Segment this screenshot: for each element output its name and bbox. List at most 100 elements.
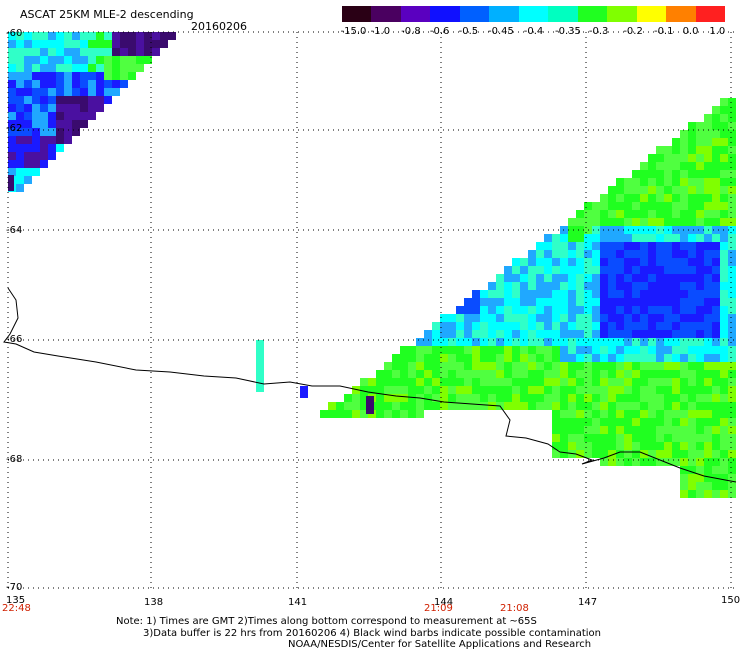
swath-pixel bbox=[544, 290, 552, 298]
swath-pixel bbox=[696, 194, 704, 202]
swath-pixel bbox=[640, 386, 648, 394]
swath-pixel bbox=[648, 386, 656, 394]
swath-pixel bbox=[544, 346, 552, 354]
swath-pixel bbox=[640, 330, 648, 338]
swath-pixel bbox=[80, 112, 88, 120]
swath-pixel bbox=[592, 266, 600, 274]
swath-pixel bbox=[112, 64, 120, 72]
swath-pixel bbox=[704, 242, 712, 250]
swath-pixel bbox=[632, 250, 640, 258]
swath-pixel bbox=[528, 266, 536, 274]
swath-pixel bbox=[120, 80, 128, 88]
swath-pixel bbox=[504, 322, 512, 330]
swath-pixel bbox=[496, 322, 504, 330]
swath-pixel bbox=[608, 426, 616, 434]
swath-pixel bbox=[632, 434, 640, 442]
swath-pixel bbox=[648, 402, 656, 410]
swath-pixel bbox=[592, 258, 600, 266]
swath-pixel bbox=[488, 386, 496, 394]
swath-pixel bbox=[616, 362, 624, 370]
swath-pixel bbox=[568, 274, 576, 282]
swath-pixel bbox=[584, 394, 592, 402]
swath-pixel bbox=[656, 202, 664, 210]
swath-pixel bbox=[720, 338, 728, 346]
swath-pixel bbox=[696, 394, 704, 402]
swath-pixel bbox=[504, 314, 512, 322]
swath-pixel bbox=[632, 426, 640, 434]
swath-pixel bbox=[368, 378, 376, 386]
swath-pixel bbox=[728, 218, 736, 226]
swath-pixel bbox=[64, 56, 72, 64]
swath-pixel bbox=[568, 314, 576, 322]
swath-pixel bbox=[64, 112, 72, 120]
swath-pixel bbox=[392, 402, 400, 410]
swath-pixel bbox=[512, 322, 520, 330]
swath-pixel bbox=[448, 346, 456, 354]
swath-pixel bbox=[688, 434, 696, 442]
swath-pixel bbox=[648, 338, 656, 346]
swath-pixel bbox=[624, 258, 632, 266]
swath-pixel bbox=[584, 354, 592, 362]
swath-pixel bbox=[600, 402, 608, 410]
swath-pixel bbox=[520, 386, 528, 394]
swath-pixel bbox=[648, 186, 656, 194]
swath-pixel bbox=[712, 490, 720, 498]
swath-pixel bbox=[608, 282, 616, 290]
swath-pixel bbox=[600, 290, 608, 298]
colorbar-seg bbox=[400, 6, 431, 22]
swath-pixel bbox=[664, 394, 672, 402]
swath-pixel bbox=[680, 418, 688, 426]
swath-pixel bbox=[112, 32, 120, 40]
swath-pixel bbox=[504, 346, 512, 354]
swath-pixel bbox=[544, 354, 552, 362]
swath-pixel bbox=[464, 394, 472, 402]
swath-pixel bbox=[568, 354, 576, 362]
swath-pixel bbox=[528, 394, 536, 402]
swath-pixel bbox=[576, 386, 584, 394]
swath-pixel bbox=[32, 48, 40, 56]
swath-pixel bbox=[720, 474, 728, 482]
swath-pixel bbox=[672, 346, 680, 354]
swath-pixel bbox=[680, 210, 688, 218]
swath-pixel bbox=[704, 154, 712, 162]
swath-pixel bbox=[672, 298, 680, 306]
colorbar-seg bbox=[430, 6, 460, 22]
swath-pixel bbox=[728, 386, 736, 394]
swath-pixel bbox=[592, 330, 600, 338]
swath-pixel bbox=[584, 234, 592, 242]
colorbar-label: -0.45 bbox=[488, 26, 514, 37]
swath-pixel bbox=[664, 154, 672, 162]
swath-pixel bbox=[392, 394, 400, 402]
swath-pixel bbox=[624, 442, 632, 450]
swath-pixel bbox=[712, 346, 720, 354]
colorbar-label: 0.0 bbox=[682, 26, 699, 37]
swath-pixel bbox=[656, 322, 664, 330]
swath-pixel bbox=[640, 234, 648, 242]
swath-pixel bbox=[600, 306, 608, 314]
swath-pixel bbox=[456, 386, 464, 394]
swath-pixel bbox=[616, 394, 624, 402]
swath-pixel bbox=[728, 298, 736, 306]
swath-pixel bbox=[656, 378, 664, 386]
swath-pixel bbox=[56, 56, 64, 64]
swath-pixel bbox=[576, 418, 584, 426]
swath-pixel bbox=[376, 386, 384, 394]
scatterometer-swath bbox=[8, 32, 736, 498]
swath-pixel bbox=[472, 322, 480, 330]
swath-pixel bbox=[8, 152, 16, 160]
swath-pixel bbox=[520, 394, 528, 402]
swath-pixel bbox=[576, 314, 584, 322]
swath-pixel bbox=[472, 362, 480, 370]
lat-label: -66 bbox=[6, 334, 22, 345]
swath-pixel bbox=[704, 450, 712, 458]
swath-pixel bbox=[552, 290, 560, 298]
swath-pixel bbox=[720, 370, 728, 378]
swath-pixel bbox=[608, 290, 616, 298]
swath-pixel bbox=[648, 442, 656, 450]
swath-pixel bbox=[696, 362, 704, 370]
swath-pixel bbox=[400, 386, 408, 394]
swath-pixel bbox=[440, 338, 448, 346]
swath-pixel bbox=[608, 250, 616, 258]
swath-pixel bbox=[72, 56, 80, 64]
swath-pixel bbox=[96, 96, 104, 104]
